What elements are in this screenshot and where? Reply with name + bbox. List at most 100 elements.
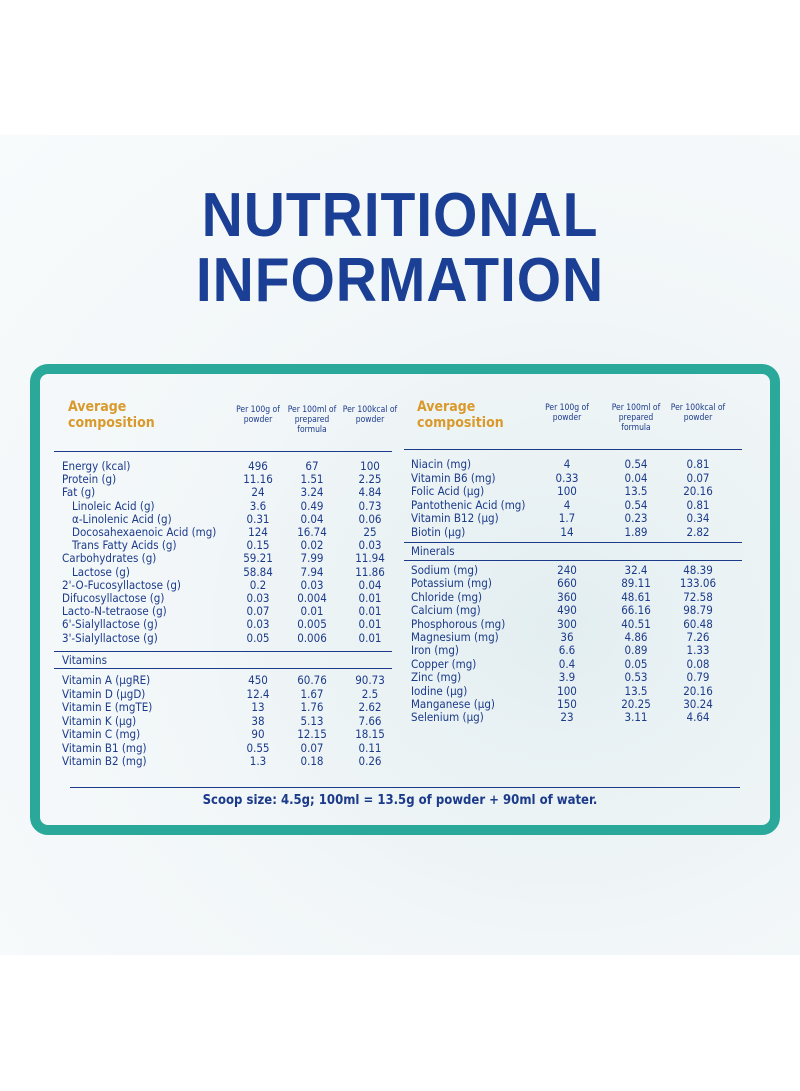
cell-value: 133.06 <box>679 576 717 591</box>
cell-value: 100 <box>557 484 577 499</box>
row-label: Magnesium (mg) <box>411 630 499 644</box>
cell-value: 0.05 <box>246 630 270 645</box>
rule <box>54 668 392 669</box>
cell-value: 0.07 <box>300 740 324 755</box>
cell-value: 0.006 <box>297 630 327 645</box>
cell-value: 0.15 <box>246 538 270 553</box>
cell-value: 13 <box>251 700 265 714</box>
cell-value: 12.15 <box>297 727 327 741</box>
cell-value: 48.39 <box>683 563 713 577</box>
column-heading: Average composition <box>417 399 504 431</box>
cell-value: 0.31 <box>246 511 270 526</box>
cell-value: 5.13 <box>300 713 324 728</box>
row-label: Iodine (µg) <box>411 683 468 698</box>
cell-value: 24 <box>251 485 265 500</box>
cell-value: 2.25 <box>358 472 382 487</box>
cell-value: 7.99 <box>300 551 324 566</box>
cell-value: 1.3 <box>249 754 267 768</box>
cell-value: 0.81 <box>686 497 710 512</box>
row-label: Copper (mg) <box>411 656 477 671</box>
cell-value: 2.5 <box>361 686 379 701</box>
cell-value: 32.4 <box>624 563 648 577</box>
cell-value: 0.004 <box>297 591 327 605</box>
cell-value: 20.25 <box>621 697 651 711</box>
section-heading: Minerals <box>411 544 455 558</box>
cell-value: 0.49 <box>300 498 324 513</box>
cell-value: 4.64 <box>686 710 710 725</box>
row-label: Chloride (mg) <box>411 589 483 604</box>
cell-value: 2.62 <box>358 700 382 714</box>
cell-value: 0.33 <box>555 470 579 485</box>
cell-value: 0.04 <box>300 511 324 526</box>
cell-value: 0.4 <box>558 656 576 671</box>
cell-value: 0.01 <box>358 630 382 645</box>
cell-value: 450 <box>248 673 268 687</box>
cell-value: 72.58 <box>683 589 713 604</box>
cell-value: 66.16 <box>621 603 651 618</box>
cell-value: 0.07 <box>686 470 710 485</box>
cell-value: 0.81 <box>686 457 710 471</box>
column-header: Per 100kcal of powder <box>342 405 398 425</box>
cell-value: 0.01 <box>300 604 324 619</box>
cell-value: 7.26 <box>686 630 710 644</box>
row-label: Folic Acid (µg) <box>411 484 485 499</box>
row-label: α-Linolenic Acid (g) <box>72 511 172 526</box>
cell-value: 0.01 <box>358 617 382 632</box>
cell-value: 3.24 <box>300 485 324 500</box>
row-label: Docosahexaenoic Acid (mg) <box>72 525 217 539</box>
cell-value: 25 <box>363 525 377 539</box>
cell-value: 14 <box>560 525 574 539</box>
cell-value: 0.07 <box>246 604 270 619</box>
cell-value: 7.94 <box>300 564 324 579</box>
cell-value: 0.34 <box>686 511 710 526</box>
cell-value: 60.48 <box>683 616 713 631</box>
row-label: Manganese (µg) <box>411 697 495 711</box>
rule <box>54 451 392 452</box>
row-label: Niacin (mg) <box>411 457 472 471</box>
cell-value: 360 <box>557 589 577 604</box>
row-label: Sodium (mg) <box>411 563 478 577</box>
cell-value: 11.94 <box>355 551 385 566</box>
rule <box>404 449 742 450</box>
row-label: Potassium (mg) <box>411 576 492 591</box>
row-label: Vitamin B6 (mg) <box>411 470 496 485</box>
cell-value: 20.16 <box>683 484 713 499</box>
column-heading: Average composition <box>68 399 155 431</box>
row-label: Vitamin D (µgD) <box>62 686 146 701</box>
cell-value: 0.05 <box>624 656 648 671</box>
column-header: Per 100g of powder <box>545 403 589 423</box>
cell-value: 660 <box>557 576 577 591</box>
cell-value: 490 <box>557 603 577 618</box>
cell-value: 0.53 <box>624 670 648 685</box>
cell-value: 0.18 <box>300 754 324 768</box>
row-label: Vitamin C (mg) <box>62 727 141 741</box>
cell-value: 1.67 <box>300 686 324 701</box>
row-label: Fat (g) <box>62 485 96 500</box>
row-label: Linoleic Acid (g) <box>72 498 155 513</box>
table-frame <box>30 364 780 835</box>
row-label: 6'-Sialyllactose (g) <box>62 617 158 632</box>
cell-value: 240 <box>557 563 577 577</box>
cell-value: 124 <box>248 525 268 539</box>
cell-value: 0.11 <box>358 740 382 755</box>
cell-value: 1.89 <box>624 525 648 539</box>
row-label: 3'-Sialyllactose (g) <box>62 630 158 645</box>
cell-value: 0.04 <box>624 470 648 485</box>
cell-value: 7.66 <box>358 713 382 728</box>
cell-value: 4 <box>563 457 571 471</box>
row-label: Selenium (µg) <box>411 710 484 725</box>
cell-value: 0.03 <box>246 591 270 605</box>
cell-value: 0.06 <box>358 511 382 526</box>
row-label: Lacto-N-tetraose (g) <box>62 604 167 619</box>
cell-value: 3.9 <box>558 670 576 685</box>
title-line: NUTRITIONAL <box>201 181 599 250</box>
cell-value: 4.86 <box>624 630 648 644</box>
section-heading: Vitamins <box>62 653 107 667</box>
row-label: Pantothenic Acid (mg) <box>411 497 526 512</box>
cell-value: 0.23 <box>624 511 648 526</box>
cell-value: 0.55 <box>246 740 270 755</box>
cell-value: 58.84 <box>243 564 273 579</box>
footer-note: Scoop size: 4.5g; 100ml = 13.5g of powde… <box>202 793 598 808</box>
rule <box>404 560 742 561</box>
